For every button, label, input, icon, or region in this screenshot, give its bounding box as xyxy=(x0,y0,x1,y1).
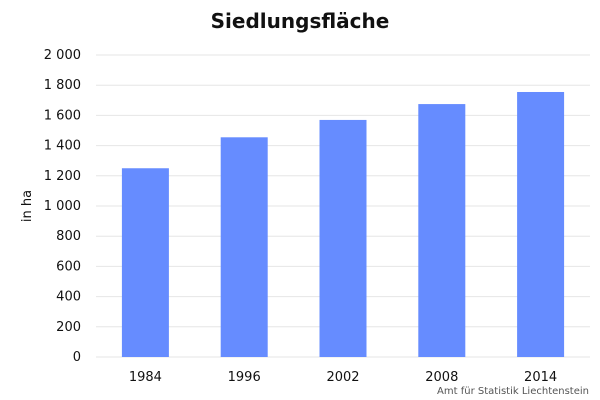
bar xyxy=(121,168,169,357)
x-tick-label: 1984 xyxy=(129,370,162,385)
y-tick-label: 600 xyxy=(56,259,81,274)
bar xyxy=(517,91,565,358)
bar xyxy=(220,137,268,357)
bar xyxy=(418,104,466,357)
bars xyxy=(121,91,565,358)
y-axis-label: in ha xyxy=(20,190,35,222)
y-tick-label: 1 400 xyxy=(44,139,81,154)
y-tick-label: 800 xyxy=(56,229,81,244)
y-tick-label: 0 xyxy=(73,350,81,365)
y-tick-label: 1 000 xyxy=(44,199,81,214)
x-tick-label: 1996 xyxy=(228,370,261,385)
y-tick-label: 200 xyxy=(56,320,81,335)
y-tick-label: 1 200 xyxy=(44,169,81,184)
y-tick-label: 1 800 xyxy=(44,78,81,93)
chart-title: Siedlungsfläche xyxy=(211,9,390,33)
y-tick-label: 2 000 xyxy=(44,48,81,63)
x-axis: 1984 1996 2002 2008 2014 xyxy=(129,370,557,385)
x-tick-label: 2008 xyxy=(425,370,458,385)
x-tick-label: 2002 xyxy=(326,370,359,385)
source-note: Amt für Statistik Liechtenstein xyxy=(437,386,589,397)
x-tick-label: 2014 xyxy=(524,370,557,385)
y-tick-label: 400 xyxy=(56,290,81,305)
y-axis: 0 200 400 600 800 1 000 1 200 1 400 1 600 1 800 2 … xyxy=(44,48,81,365)
y-tick-label: 1 600 xyxy=(44,108,81,123)
bar xyxy=(319,119,367,358)
